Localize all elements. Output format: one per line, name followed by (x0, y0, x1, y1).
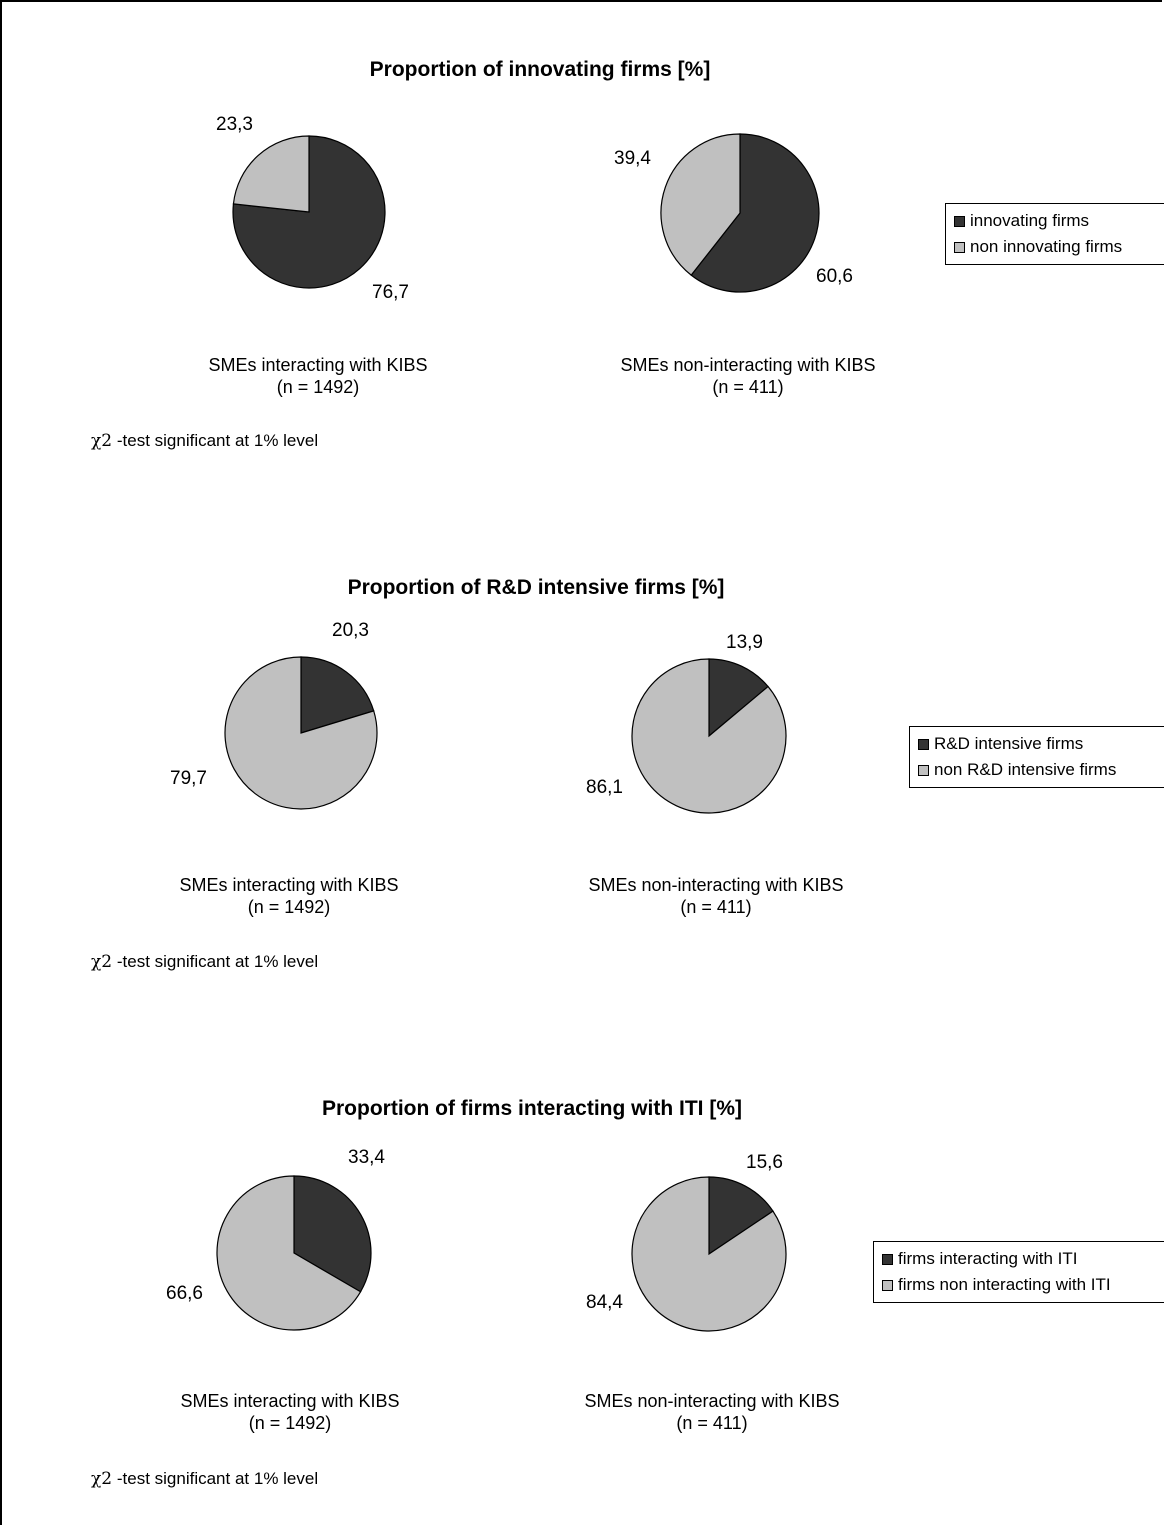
slice-label: 20,3 (332, 620, 369, 641)
pie-caption: SMEs interacting with KIBS (n = 1492) (208, 355, 428, 397)
pie-slice-dark (293, 1175, 372, 1293)
pie-slice-light (660, 133, 741, 276)
legend-swatch-light (954, 241, 965, 253)
slice-label: 86,1 (586, 777, 623, 798)
slice-label: 13,9 (726, 632, 763, 653)
pie-slice-light (232, 135, 310, 213)
pie-chart (631, 658, 787, 814)
slice-label: 33,4 (348, 1147, 385, 1168)
legend-swatch-light (918, 764, 929, 776)
pie-chart (660, 133, 820, 293)
chart-title: Proportion of R&D intensive firms [%] (347, 576, 725, 599)
pie-slice-dark (300, 656, 375, 734)
slice-label: 76,7 (372, 282, 409, 303)
pie-slice-dark (690, 133, 820, 293)
pie-chart (224, 656, 378, 810)
pie-slice-dark (232, 135, 386, 289)
chart-title: Proportion of firms interacting with ITI… (322, 1097, 742, 1120)
pie-slice-dark (708, 1176, 774, 1256)
slice-label: 39,4 (614, 148, 651, 169)
chart-legend: innovating firms non innovating firms (945, 203, 1164, 265)
pie-caption: SMEs interacting with KIBS (n = 1492) (180, 1391, 400, 1433)
slice-label: 23,3 (216, 114, 253, 135)
legend-item: non R&D intensive firms (918, 757, 1164, 783)
significance-note: χ2 -test significant at 1% level (91, 952, 319, 972)
pie-caption: SMEs non-interacting with KIBS (n = 411) (584, 1391, 840, 1433)
legend-swatch-dark (954, 215, 965, 227)
legend-item: R&D intensive firms (918, 731, 1164, 757)
pie-chart (631, 1176, 787, 1332)
chart-legend: R&D intensive firms non R&D intensive fi… (909, 726, 1164, 788)
chart-legend: firms interacting with ITI firms non int… (873, 1241, 1164, 1303)
legend-swatch-dark (918, 738, 929, 750)
pie-slice-light (216, 1175, 362, 1331)
pie-slice-light (224, 656, 378, 810)
pie-slice-light (631, 1176, 787, 1332)
slice-label: 60,6 (816, 266, 853, 287)
pie-slice-light (631, 658, 787, 814)
legend-swatch-light (882, 1279, 893, 1291)
pie-caption: SMEs interacting with KIBS (n = 1492) (179, 875, 399, 917)
legend-swatch-dark (882, 1253, 893, 1265)
slice-label: 66,6 (166, 1283, 203, 1304)
legend-item: firms non interacting with ITI (882, 1272, 1164, 1298)
pie-caption: SMEs non-interacting with KIBS (n = 411) (620, 355, 876, 397)
legend-item: innovating firms (954, 208, 1164, 234)
significance-note: χ2 -test significant at 1% level (91, 431, 319, 451)
legend-item: non innovating firms (954, 234, 1164, 260)
slice-label: 79,7 (170, 768, 207, 789)
pie-chart (232, 135, 386, 289)
pie-caption: SMEs non-interacting with KIBS (n = 411) (588, 875, 844, 917)
slice-label: 84,4 (586, 1292, 623, 1313)
pie-slice-dark (708, 658, 769, 738)
significance-note: χ2 -test significant at 1% level (91, 1469, 319, 1489)
slice-label: 15,6 (746, 1152, 783, 1173)
pie-chart (216, 1175, 372, 1331)
legend-item: firms interacting with ITI (882, 1246, 1164, 1272)
chart-title: Proportion of innovating firms [%] (369, 58, 711, 81)
